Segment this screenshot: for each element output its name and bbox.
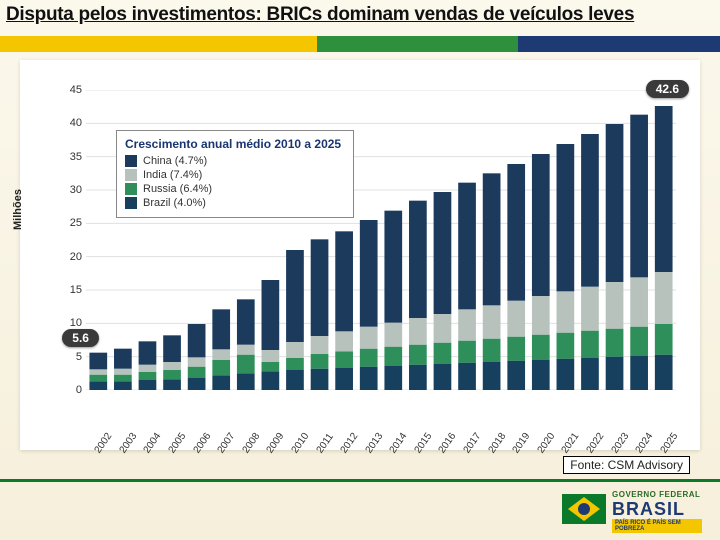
y-tick: 25	[58, 217, 82, 229]
x-tick: 2021	[560, 431, 582, 456]
x-tick: 2013	[363, 431, 385, 456]
legend-item: China (4.7%)	[125, 155, 345, 167]
y-tick: 45	[58, 84, 82, 96]
x-tick: 2011	[314, 432, 335, 456]
x-tick: 2010	[290, 431, 312, 456]
legend-swatch	[125, 155, 137, 167]
x-tick: 2017	[462, 431, 484, 456]
y-tick: 35	[58, 151, 82, 163]
x-tick: 2009	[265, 431, 287, 456]
legend-item: Brazil (4.0%)	[125, 197, 345, 209]
x-tick: 2020	[535, 431, 557, 456]
ribbon-decoration	[0, 36, 720, 52]
legend-label: India (7.4%)	[143, 169, 202, 181]
y-axis-title: Milhões	[12, 189, 24, 230]
logo-line1: GOVERNO FEDERAL	[612, 490, 700, 499]
footer-line	[0, 479, 720, 482]
x-tick: 2023	[609, 431, 631, 456]
x-tick: 2008	[240, 431, 262, 456]
legend-title: Crescimento anual médio 2010 a 2025	[125, 137, 345, 151]
y-tick: 40	[58, 117, 82, 129]
x-tick: 2024	[634, 431, 656, 456]
legend-item: India (7.4%)	[125, 169, 345, 181]
legend-swatch	[125, 169, 137, 181]
y-tick: 0	[58, 384, 82, 396]
y-tick: 15	[58, 284, 82, 296]
x-tick: 2005	[167, 431, 189, 456]
source-label: Fonte: CSM Advisory	[563, 456, 690, 474]
x-tick: 2007	[216, 431, 238, 456]
legend-label: Russia (6.4%)	[143, 183, 212, 195]
y-tick: 10	[58, 317, 82, 329]
x-tick: 2002	[93, 431, 115, 456]
y-tick: 5	[58, 351, 82, 363]
flag-icon	[562, 494, 606, 524]
legend: Crescimento anual médio 2010 a 2025 Chin…	[116, 130, 354, 218]
x-tick: 2016	[437, 431, 459, 456]
x-tick: 2014	[388, 431, 410, 456]
legend-label: China (4.7%)	[143, 155, 207, 167]
logo-line2: BRASIL	[612, 499, 685, 520]
x-tick: 2004	[142, 431, 164, 456]
slide: Disputa pelos investimentos: BRICs domin…	[0, 0, 720, 540]
legend-label: Brazil (4.0%)	[143, 197, 206, 209]
x-tick: 2019	[511, 431, 533, 456]
callout-label: 42.6	[646, 80, 689, 98]
legend-swatch	[125, 183, 137, 195]
logo-line3: PAÍS RICO É PAÍS SEM POBREZA	[612, 519, 702, 533]
x-tick: 2018	[486, 431, 508, 456]
y-tick: 20	[58, 251, 82, 263]
x-tick: 2025	[658, 431, 680, 456]
x-tick: 2022	[585, 431, 607, 456]
y-tick: 30	[58, 184, 82, 196]
x-tick: 2015	[412, 431, 434, 456]
x-tick: 2006	[191, 431, 213, 456]
legend-swatch	[125, 197, 137, 209]
chart-container: Milhões 051015202530354045 2002200320042…	[20, 60, 700, 450]
legend-item: Russia (6.4%)	[125, 183, 345, 195]
x-tick: 2003	[117, 431, 139, 456]
callout-label: 5.6	[62, 329, 99, 347]
brasil-logo: GOVERNO FEDERAL BRASIL PAÍS RICO É PAÍS …	[562, 486, 702, 534]
slide-title: Disputa pelos investimentos: BRICs domin…	[6, 4, 714, 26]
x-tick: 2012	[339, 431, 361, 456]
